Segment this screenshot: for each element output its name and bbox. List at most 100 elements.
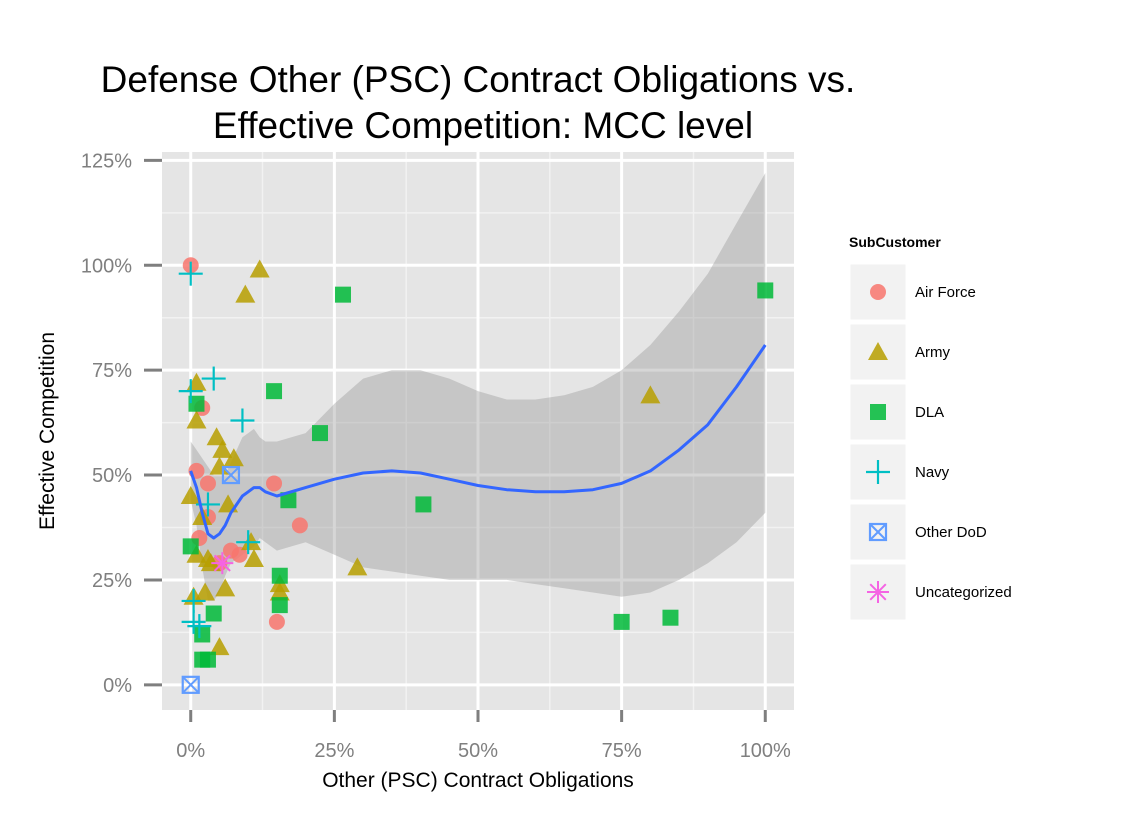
point-dla-shape (182, 538, 199, 555)
y-tick-label: 0% (103, 675, 132, 697)
point-navy (178, 261, 203, 286)
point-uncategorized-ray (213, 554, 231, 572)
point-air-force (231, 546, 248, 563)
point-army-shape (243, 548, 264, 567)
point-army (640, 385, 661, 404)
point-army (209, 456, 230, 475)
x-tick-label: 100% (740, 740, 791, 762)
point-other-dod-diag2 (182, 676, 200, 694)
point-navy (187, 614, 212, 639)
point-navy (181, 588, 206, 613)
legend-label-uncategorized: Uncategorized (915, 584, 1012, 601)
point-other-dod (181, 675, 200, 694)
point-dla (205, 605, 222, 622)
point-dla (194, 626, 211, 643)
y-axis: 0% 25% 50% 75% 100% 125% (81, 150, 162, 697)
point-dla (199, 651, 216, 668)
y-tick-label: 100% (81, 255, 132, 277)
point-dla-shape (266, 383, 283, 400)
point-dla (662, 609, 679, 626)
point-navy (201, 366, 226, 391)
chart-title-line1: Defense Other (PSC) Contract Obligations… (101, 59, 856, 100)
legend-marker-uncategorized-ray (869, 583, 887, 601)
y-tick-label: 75% (92, 360, 132, 382)
point-army (215, 578, 236, 597)
x-tick-label: 75% (602, 740, 642, 762)
legend-marker-other-dod-diag2 (869, 523, 887, 541)
point-army-shape (209, 637, 230, 656)
point-army-shape (215, 578, 236, 597)
point-dla-shape (271, 597, 288, 614)
legend-label-navy: Navy (915, 464, 950, 481)
legend-marker-uncategorized (867, 581, 889, 603)
point-navy (230, 408, 255, 433)
point-air-force (199, 475, 216, 492)
point-army (206, 427, 227, 446)
point-dla-shape (271, 567, 288, 584)
legend-marker-air-force-shape (870, 284, 886, 300)
point-dla (334, 286, 351, 303)
grid-layer (162, 152, 794, 710)
point-dla (266, 383, 283, 400)
point-dla (271, 597, 288, 614)
point-army-shape (209, 456, 230, 475)
point-army-shape (180, 486, 201, 505)
point-army (186, 410, 207, 429)
point-army (235, 284, 256, 303)
legend-label-army: Army (915, 344, 950, 361)
legend-marker-army-shape (868, 342, 888, 360)
confidence-band (190, 173, 766, 601)
legend: SubCustomer Air Force Army DLA Navy Other Do… (849, 234, 1012, 621)
point-navy (236, 530, 261, 555)
legend-marker-air-force (870, 284, 886, 300)
ci-layer (190, 173, 766, 601)
legend-marker-army (868, 342, 888, 360)
point-dla-shape (415, 496, 432, 513)
point-air-force (268, 613, 285, 630)
point-navy (178, 379, 203, 404)
point-army (223, 448, 244, 467)
point-dla-shape (312, 425, 328, 442)
point-other-dod-box (221, 465, 241, 485)
smooth-layer (189, 344, 767, 540)
point-army-shape (195, 582, 216, 601)
y-tick-label: 125% (81, 150, 132, 172)
point-army-shape (235, 284, 256, 303)
point-dla (182, 538, 199, 555)
legend-label-other-dod: Other DoD (915, 524, 987, 541)
point-other-dod-diag2 (222, 466, 240, 484)
legend-title: SubCustomer (849, 234, 941, 250)
x-tick-label: 25% (314, 740, 354, 762)
point-army (249, 259, 270, 278)
legend-marker-dla (870, 404, 886, 420)
point-army (347, 557, 368, 576)
point-dla (188, 395, 205, 412)
point-air-force (266, 475, 283, 492)
point-dla (415, 496, 432, 513)
point-army (212, 439, 233, 458)
point-air-force-shape (268, 613, 285, 630)
point-air-force (291, 517, 308, 534)
legend-label-dla: DLA (915, 404, 944, 421)
point-army-shape (249, 259, 270, 278)
chart-title-line2: Effective Competition: MCC level (213, 105, 753, 146)
point-army-shape (212, 439, 233, 458)
x-axis-title: Other (PSC) Contract Obligations (322, 769, 634, 792)
point-army (195, 582, 216, 601)
point-army-shape (223, 448, 244, 467)
point-navy (181, 609, 206, 634)
point-army-shape (347, 557, 368, 576)
point-dla (613, 613, 630, 630)
legend-marker-other-dod-box (868, 522, 888, 542)
point-dla-shape (194, 626, 211, 643)
point-air-force-shape (199, 475, 216, 492)
point-army (180, 486, 201, 505)
point-dla-shape (757, 282, 774, 299)
legend-marker-other-dod (868, 522, 888, 542)
points-layer (178, 257, 774, 694)
point-dla-shape (199, 651, 216, 668)
point-dla (312, 425, 328, 442)
point-dla (757, 282, 774, 299)
